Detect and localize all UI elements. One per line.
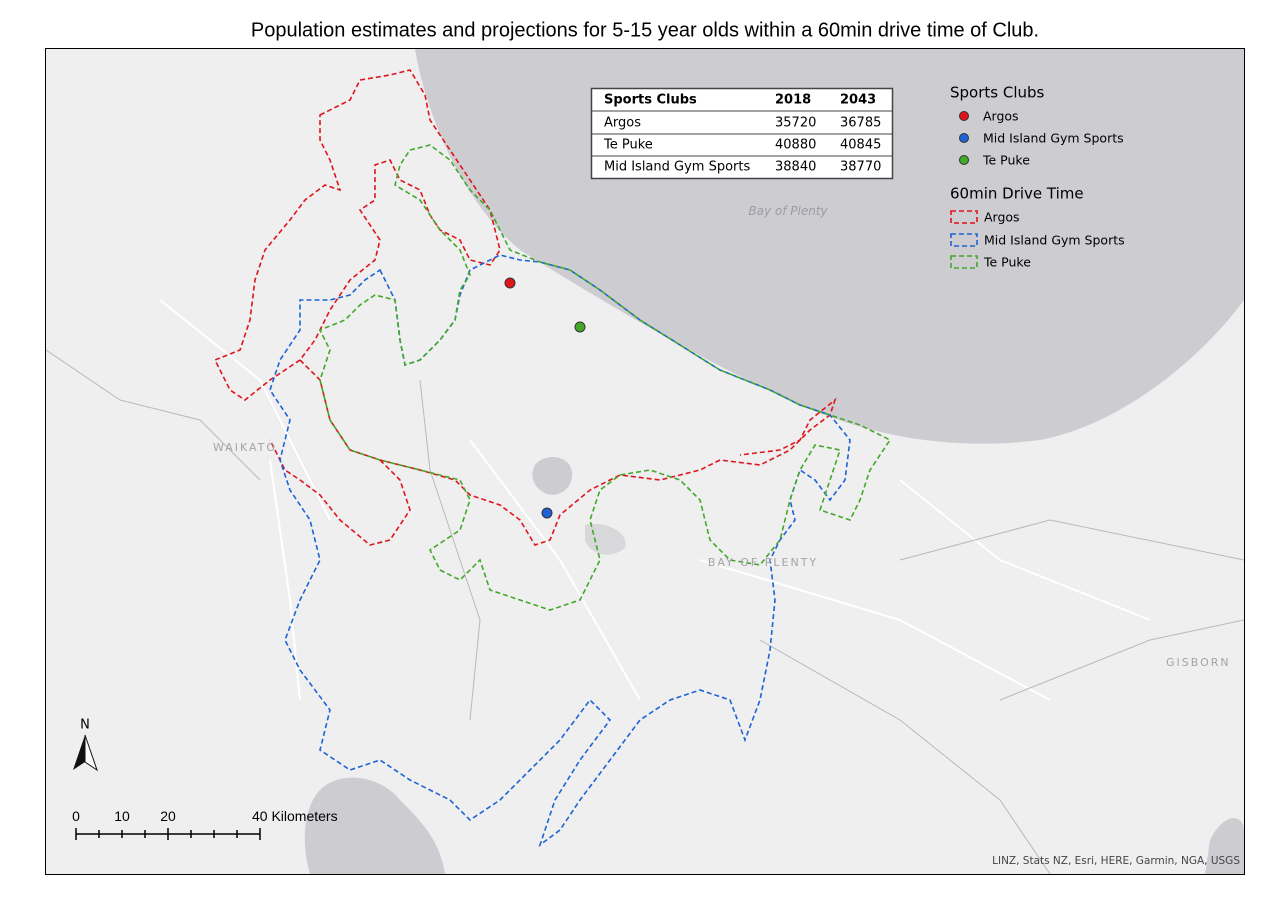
lake: [532, 456, 573, 495]
map: Bay of Plenty WAIKATO BAY OF PLENTY GISB…: [46, 49, 1244, 874]
legend-entry: Argos: [984, 210, 1020, 225]
data-table: Sports Clubs 2018 2043 Argos 35720 36785…: [590, 87, 894, 180]
scale-label: 20: [160, 808, 176, 824]
scale-bar: 0 10 20 40 Kilometers: [72, 808, 338, 840]
scale-label: 40 Kilometers: [252, 808, 338, 824]
table-cell: 38840: [775, 160, 816, 175]
scale-label: 10: [114, 808, 130, 824]
table-header: 2018: [775, 93, 811, 108]
legend-entry: Mid Island Gym Sports: [983, 131, 1124, 146]
legend-entry: Te Puke: [983, 255, 1031, 270]
table-cell: 36785: [840, 116, 881, 131]
scale-label: 0: [72, 808, 80, 824]
attribution: LINZ, Stats NZ, Esri, HERE, Garmin, NGA,…: [992, 855, 1240, 867]
map-title: Population estimates and projections for…: [251, 19, 1039, 41]
club-mid-island[interactable]: [541, 507, 553, 519]
table-cell: 40845: [840, 138, 881, 153]
table-cell: 35720: [775, 116, 816, 131]
lake: [304, 777, 445, 874]
drive-time-argos: [213, 69, 501, 401]
map-label: BAY OF PLENTY: [708, 556, 818, 569]
map-label: WAIKATO: [213, 441, 277, 454]
table-header: 2043: [840, 93, 876, 108]
table-cell: Te Puke: [603, 138, 653, 153]
map-frame: [45, 48, 1245, 875]
table-cell: Mid Island Gym Sports: [604, 160, 750, 175]
legend-entry: Mid Island Gym Sports: [984, 233, 1125, 248]
sea: [1205, 818, 1244, 874]
club-te-puke[interactable]: [574, 321, 586, 333]
drive-time-argos: [269, 359, 837, 546]
table-cell: 38770: [840, 160, 881, 175]
north-label: N: [80, 718, 90, 733]
legend-title: Sports Clubs: [950, 84, 1045, 102]
legend-entry: Argos: [983, 109, 1019, 124]
lake: [585, 523, 626, 555]
table-header: Sports Clubs: [604, 93, 697, 108]
legend-title: 60min Drive Time: [950, 185, 1084, 203]
legend-entry: Te Puke: [982, 153, 1030, 168]
table-cell: 40880: [775, 138, 816, 153]
road: [159, 299, 1151, 701]
north-arrow: N: [73, 718, 98, 772]
drive-time-te-puke: [318, 144, 892, 611]
map-label: GISBORN: [1166, 656, 1231, 669]
boundary: [46, 349, 1244, 874]
map-label: Bay of Plenty: [748, 204, 828, 218]
table-cell: Argos: [604, 116, 641, 131]
club-argos[interactable]: [504, 277, 516, 289]
legend: Sports Clubs Argos Mid Island Gym Sports…: [950, 84, 1125, 270]
